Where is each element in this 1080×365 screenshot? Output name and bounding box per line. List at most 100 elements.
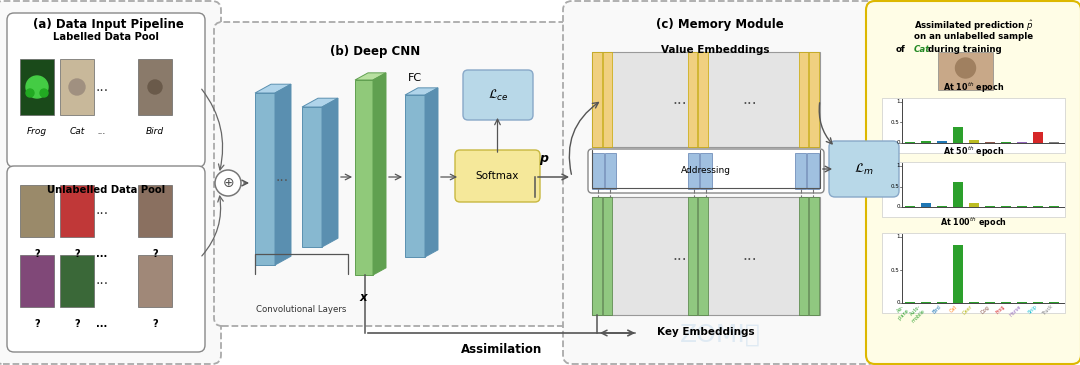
Bar xyxy=(936,206,947,207)
Bar xyxy=(1001,302,1011,303)
Text: Cat: Cat xyxy=(914,45,930,54)
Circle shape xyxy=(26,76,48,98)
Text: ?: ? xyxy=(152,249,158,259)
Text: ...: ... xyxy=(743,92,757,108)
Text: ...: ... xyxy=(275,170,288,184)
Text: ?: ? xyxy=(152,319,158,329)
Text: $\oplus$: $\oplus$ xyxy=(221,176,234,190)
Bar xyxy=(592,197,820,315)
Text: Value Embeddings: Value Embeddings xyxy=(661,45,769,55)
Bar xyxy=(921,141,931,143)
Bar xyxy=(921,203,931,207)
Bar xyxy=(1032,206,1043,207)
Bar xyxy=(985,206,995,207)
Text: ?: ? xyxy=(35,319,40,329)
Bar xyxy=(1016,142,1027,143)
Polygon shape xyxy=(302,98,338,107)
Text: 1: 1 xyxy=(896,100,900,104)
Bar xyxy=(953,127,963,143)
Text: ...: ... xyxy=(743,249,757,264)
Text: Ship: Ship xyxy=(1027,304,1038,315)
FancyBboxPatch shape xyxy=(455,150,540,202)
Bar xyxy=(905,142,915,143)
Polygon shape xyxy=(255,84,291,93)
Text: $\boldsymbol{p}$: $\boldsymbol{p}$ xyxy=(539,153,550,167)
Bar xyxy=(1001,142,1011,143)
Bar xyxy=(969,203,980,207)
Text: ...: ... xyxy=(96,249,108,259)
Bar xyxy=(985,142,995,143)
Text: Labelled Data Pool: Labelled Data Pool xyxy=(53,32,159,42)
Bar xyxy=(688,197,698,315)
Text: Bird: Bird xyxy=(931,304,942,315)
FancyBboxPatch shape xyxy=(0,1,221,364)
Bar xyxy=(21,185,54,237)
Text: (b) Deep CNN: (b) Deep CNN xyxy=(329,45,420,58)
FancyBboxPatch shape xyxy=(6,166,205,352)
Bar xyxy=(603,197,612,315)
Bar xyxy=(953,182,963,207)
Text: ?: ? xyxy=(75,319,80,329)
Circle shape xyxy=(148,80,162,94)
Bar xyxy=(810,52,819,147)
FancyBboxPatch shape xyxy=(463,70,534,120)
Text: (a) Data Input Pipeline: (a) Data Input Pipeline xyxy=(32,18,184,31)
Polygon shape xyxy=(322,98,338,247)
Text: ...: ... xyxy=(95,80,109,94)
Bar xyxy=(302,107,322,247)
Bar xyxy=(810,197,819,315)
Text: Assimilation: Assimilation xyxy=(461,343,542,356)
Text: ...: ... xyxy=(95,273,109,287)
Bar xyxy=(985,302,995,303)
Circle shape xyxy=(26,89,33,97)
Text: At 50$^{th}$ epoch: At 50$^{th}$ epoch xyxy=(943,145,1004,159)
Text: Auto-
mobile: Auto- mobile xyxy=(906,304,926,324)
Bar xyxy=(592,52,602,147)
Bar xyxy=(936,141,947,143)
Bar xyxy=(138,185,172,237)
Text: Unlabelled Data Pool: Unlabelled Data Pool xyxy=(46,185,165,195)
Bar xyxy=(953,245,963,303)
Text: Bird: Bird xyxy=(146,127,164,136)
Bar xyxy=(936,302,947,303)
Text: Cat: Cat xyxy=(69,127,84,136)
Bar xyxy=(603,52,612,147)
Text: Cat: Cat xyxy=(948,304,958,314)
FancyBboxPatch shape xyxy=(588,149,824,193)
Text: ...: ... xyxy=(673,249,687,264)
FancyBboxPatch shape xyxy=(563,1,877,364)
Text: Frog: Frog xyxy=(27,127,48,136)
Text: Air-
plane: Air- plane xyxy=(893,304,910,322)
Text: Frog: Frog xyxy=(995,304,1005,315)
Bar xyxy=(969,140,980,143)
Bar xyxy=(939,52,993,90)
Text: of: of xyxy=(895,45,905,54)
Text: ...: ... xyxy=(95,203,109,217)
Text: ZOMI酱: ZOMI酱 xyxy=(679,323,760,347)
Bar xyxy=(699,52,707,147)
Bar xyxy=(605,153,616,189)
Polygon shape xyxy=(355,73,386,80)
Bar xyxy=(60,59,94,115)
Bar xyxy=(808,153,819,189)
Bar xyxy=(799,52,809,147)
FancyBboxPatch shape xyxy=(6,13,205,167)
Polygon shape xyxy=(405,88,438,95)
FancyBboxPatch shape xyxy=(866,1,1080,364)
Bar xyxy=(1049,302,1059,303)
Bar xyxy=(60,185,94,237)
Text: Convolutional Layers: Convolutional Layers xyxy=(256,305,347,314)
Bar xyxy=(21,255,54,307)
Bar xyxy=(969,302,980,303)
Bar xyxy=(1049,142,1059,143)
Bar xyxy=(905,206,915,207)
Polygon shape xyxy=(426,88,438,257)
Bar xyxy=(699,197,707,315)
Bar xyxy=(405,95,426,257)
Bar xyxy=(688,52,698,147)
Polygon shape xyxy=(373,73,386,275)
Text: ...: ... xyxy=(97,127,106,136)
Bar xyxy=(592,153,604,189)
Text: ?: ? xyxy=(35,249,40,259)
Text: 0.5: 0.5 xyxy=(891,268,900,273)
